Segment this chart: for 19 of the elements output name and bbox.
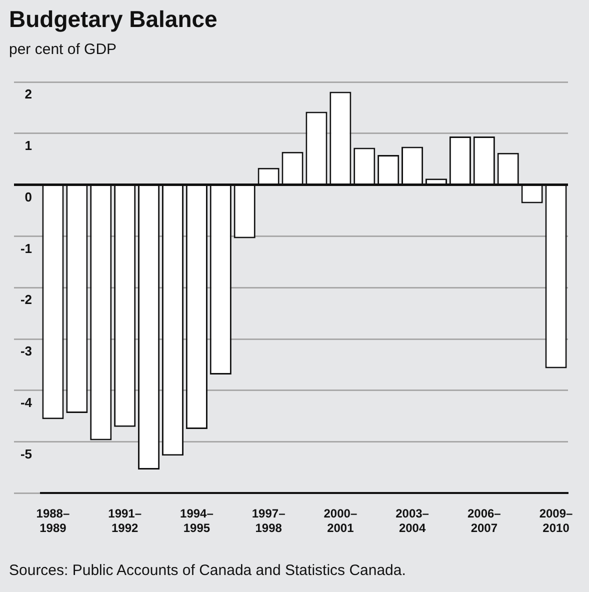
x-tick-label: 2006–2007 — [467, 506, 502, 536]
y-tick-label: 1 — [24, 138, 32, 153]
chart-subtitle: per cent of GDP — [9, 41, 117, 58]
x-tick-label: 1997–1998 — [252, 506, 286, 536]
x-tick-label: 2000–2001 — [324, 506, 358, 536]
x-tick-label: 1988–1989 — [36, 506, 70, 536]
y-tick-label: -3 — [20, 344, 32, 359]
x-tick-label: 1991–1992 — [108, 506, 142, 536]
source-note: Sources: Public Accounts of Canada and Statistics Canada. — [9, 562, 406, 579]
chart-title: Budgetary Balance — [9, 6, 218, 33]
y-tick-label: -4 — [20, 394, 33, 410]
y-tick-label: -1 — [20, 240, 32, 256]
x-tick-label: 2003–2004 — [396, 506, 430, 536]
x-tick-label: 2009–2010 — [539, 506, 574, 536]
y-tick-label: -2 — [20, 292, 32, 308]
y-tick-label: 0 — [24, 189, 32, 204]
y-tick-label: -5 — [20, 446, 32, 462]
y-tick-label: 2 — [24, 86, 32, 102]
x-tick-label: 1994–1995 — [180, 506, 214, 536]
